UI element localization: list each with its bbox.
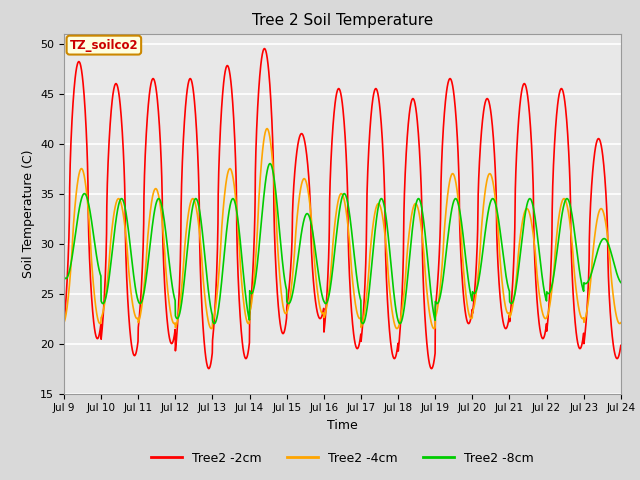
- Tree2 -8cm: [584, 279, 591, 285]
- Tree2 -8cm: [216, 298, 223, 304]
- Tree2 -8cm: [211, 321, 218, 326]
- Tree2 -2cm: [216, 153, 223, 159]
- Tree2 -4cm: [359, 320, 367, 325]
- Tree2 -8cm: [568, 212, 576, 218]
- Line: Tree2 -8cm: Tree2 -8cm: [64, 164, 621, 324]
- Tree2 -8cm: [359, 321, 367, 326]
- Tree2 -2cm: [584, 298, 591, 303]
- Tree2 -2cm: [568, 269, 576, 275]
- Tree2 -8cm: [266, 161, 274, 167]
- Tree2 -2cm: [371, 87, 379, 93]
- Tree2 -2cm: [60, 319, 68, 325]
- Tree2 -4cm: [60, 320, 68, 325]
- Tree2 -2cm: [617, 343, 625, 348]
- Tree2 -2cm: [260, 46, 268, 51]
- Tree2 -8cm: [505, 286, 513, 292]
- Tree2 -4cm: [263, 126, 271, 132]
- Legend: Tree2 -2cm, Tree2 -4cm, Tree2 -8cm: Tree2 -2cm, Tree2 -4cm, Tree2 -8cm: [146, 447, 539, 469]
- Text: TZ_soilco2: TZ_soilco2: [70, 38, 138, 51]
- Title: Tree 2 Soil Temperature: Tree 2 Soil Temperature: [252, 13, 433, 28]
- Tree2 -2cm: [359, 321, 367, 327]
- Y-axis label: Soil Temperature (C): Soil Temperature (C): [22, 149, 35, 278]
- Tree2 -4cm: [216, 266, 223, 272]
- Tree2 -4cm: [505, 311, 513, 316]
- Tree2 -8cm: [371, 228, 379, 234]
- Tree2 -4cm: [584, 304, 591, 310]
- Tree2 -2cm: [505, 317, 513, 323]
- Tree2 -8cm: [617, 280, 625, 286]
- Tree2 -4cm: [371, 211, 379, 216]
- Tree2 -4cm: [617, 320, 625, 325]
- Tree2 -8cm: [60, 274, 68, 279]
- Tree2 -4cm: [568, 240, 576, 246]
- Line: Tree2 -4cm: Tree2 -4cm: [64, 129, 621, 329]
- Tree2 -2cm: [428, 366, 435, 372]
- X-axis label: Time: Time: [327, 419, 358, 432]
- Line: Tree2 -2cm: Tree2 -2cm: [64, 48, 621, 369]
- Tree2 -4cm: [430, 326, 438, 332]
